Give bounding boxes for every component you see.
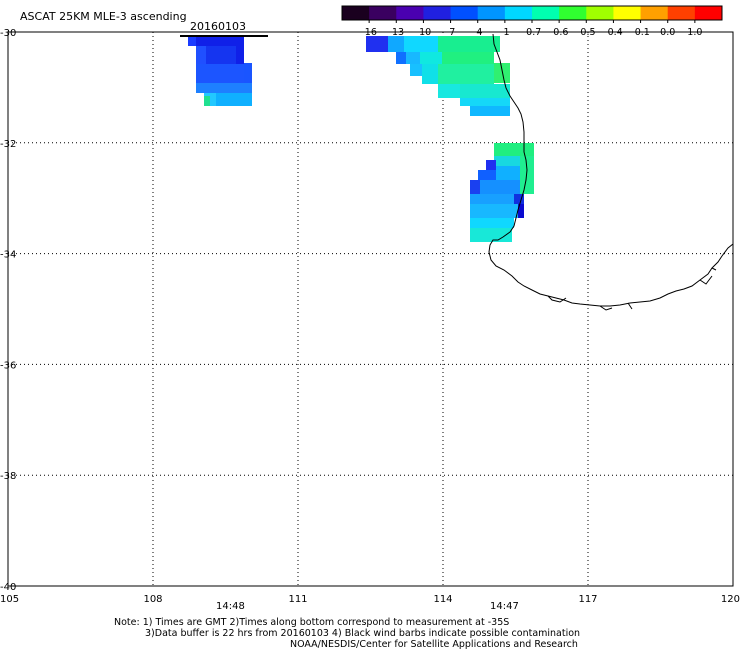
y-tick-label: -32: [0, 139, 16, 150]
colorbar-segment: [613, 6, 642, 20]
date-label: 20160103: [190, 20, 246, 33]
y-tick-label: -34: [0, 250, 16, 261]
colorbar-segment: [694, 6, 723, 20]
colorbar-segment: [667, 6, 696, 20]
y-tick-label: -36: [0, 360, 16, 371]
x-tick-label: 105: [0, 594, 19, 605]
x-tick-label: 120: [721, 594, 740, 605]
colorbar-segment: [532, 6, 560, 20]
y-tick-label: -30: [0, 28, 16, 39]
lat-lon-grid: [8, 32, 733, 586]
x-tick-label: 108: [143, 594, 162, 605]
y-tick-label: -40: [0, 582, 16, 593]
plot-frame: [7, 31, 734, 587]
x-tick-label: 111: [288, 594, 307, 605]
y-tick-label: -38: [0, 471, 16, 482]
colorbar: [341, 5, 723, 21]
colorbar-segment: [342, 6, 370, 20]
colorbar-segment: [504, 6, 533, 20]
colorbar-segment: [586, 6, 614, 20]
colorbar-segment: [369, 6, 397, 20]
colorbar-segment: [423, 6, 452, 20]
swath-west: [180, 35, 268, 106]
x-tick-label: 117: [578, 594, 597, 605]
colorbar-segment: [396, 6, 424, 20]
x-tick-label: 114: [433, 594, 452, 605]
colorbar-segment: [640, 6, 669, 20]
note-line-3: NOAA/NESDIS/Center for Satellite Applica…: [290, 639, 578, 650]
swath-east-north: [366, 36, 510, 116]
colorbar-labels: -16 -13 -10 -7 -4 -1 -0.7 -0.6 -0.5 -0.4 -0.1 0.0 1.…: [361, 20, 702, 38]
colorbar-segment: [477, 6, 506, 20]
swath-east-south: [470, 143, 534, 242]
x-tick-labels: 105 108 111 114 117 120: [0, 594, 740, 605]
note-line-2: 3)Data buffer is 22 hrs from 20160103 4)…: [145, 628, 580, 639]
coastline: [488, 33, 734, 307]
y-tick-labels: -30 -32 -34 -36 -38 -40: [0, 28, 16, 593]
colorbar-segment: [559, 6, 587, 20]
note-line-1: Note: 1) Times are GMT 2)Times along bot…: [114, 617, 509, 628]
map-title: ASCAT 25KM MLE-3 ascending: [20, 10, 187, 23]
pass-time-east: 14:47: [490, 601, 519, 612]
pass-time-west: 14:48: [216, 601, 245, 612]
colorbar-segment: [450, 6, 479, 20]
coastline-detail: [547, 267, 717, 311]
